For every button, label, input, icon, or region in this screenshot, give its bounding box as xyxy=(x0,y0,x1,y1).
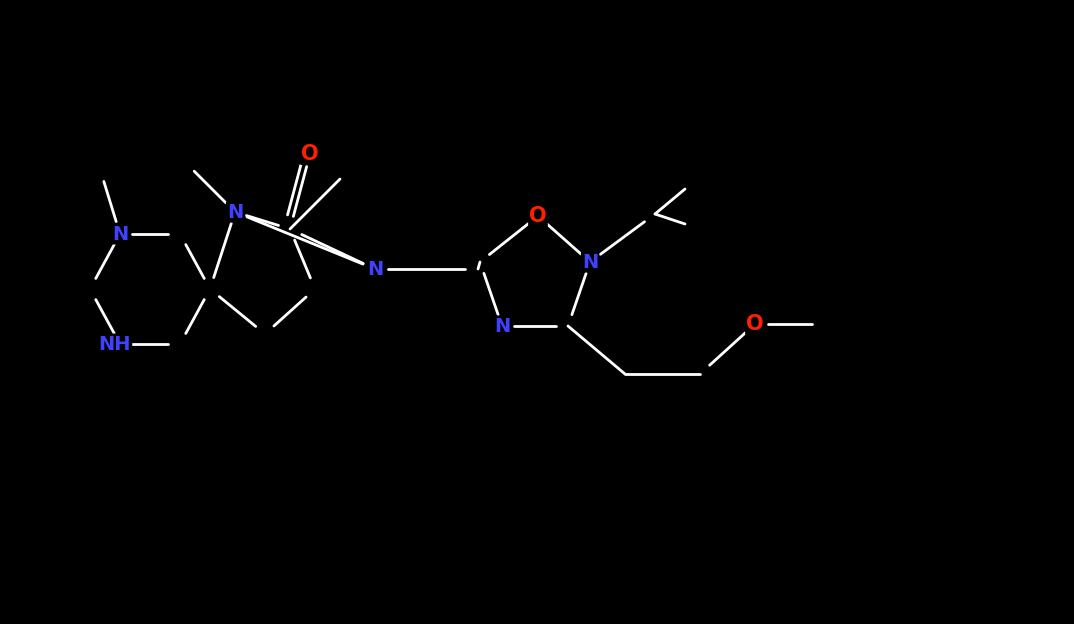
Text: O: O xyxy=(746,314,764,334)
Text: N: N xyxy=(367,260,383,278)
Text: N: N xyxy=(494,316,510,336)
Text: NH: NH xyxy=(99,334,131,354)
Text: N: N xyxy=(112,225,128,243)
Text: N: N xyxy=(582,253,598,271)
Text: O: O xyxy=(301,144,319,164)
Text: O: O xyxy=(529,206,547,226)
Text: N: N xyxy=(227,203,243,222)
